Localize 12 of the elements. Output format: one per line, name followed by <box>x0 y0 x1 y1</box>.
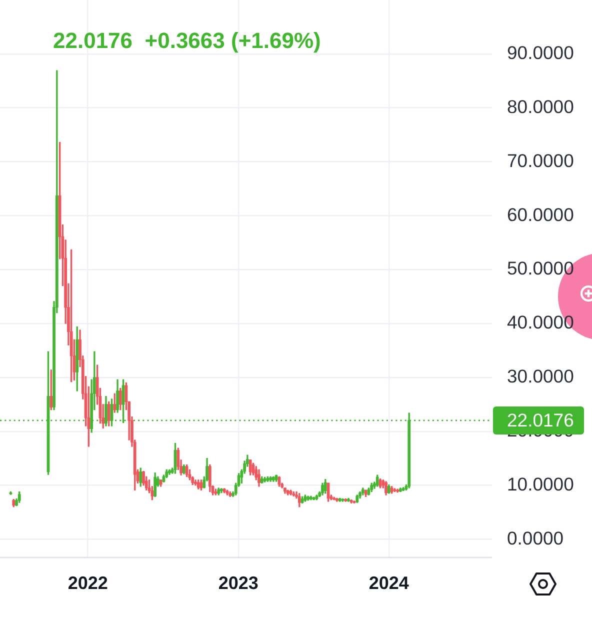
ref-line-label: 22.0176 <box>507 410 574 431</box>
text: 22.0176 +0.3663 (+1.69%) <box>53 28 321 54</box>
y-tick-label: 60.0000 <box>507 204 574 225</box>
y-tick-label: 70.0000 <box>507 150 574 171</box>
y-tick-label: 80.0000 <box>507 96 574 117</box>
x-tick-label: 2022 <box>68 572 108 593</box>
x-tick-label: 2023 <box>218 572 258 593</box>
y-tick-label: 30.0000 <box>507 366 574 387</box>
y-tick-label: 10.0000 <box>507 473 574 494</box>
y-tick-label: 0.0000 <box>507 527 564 548</box>
y-tick-label: 90.0000 <box>507 42 574 64</box>
x-tick-label: 2024 <box>368 572 409 593</box>
